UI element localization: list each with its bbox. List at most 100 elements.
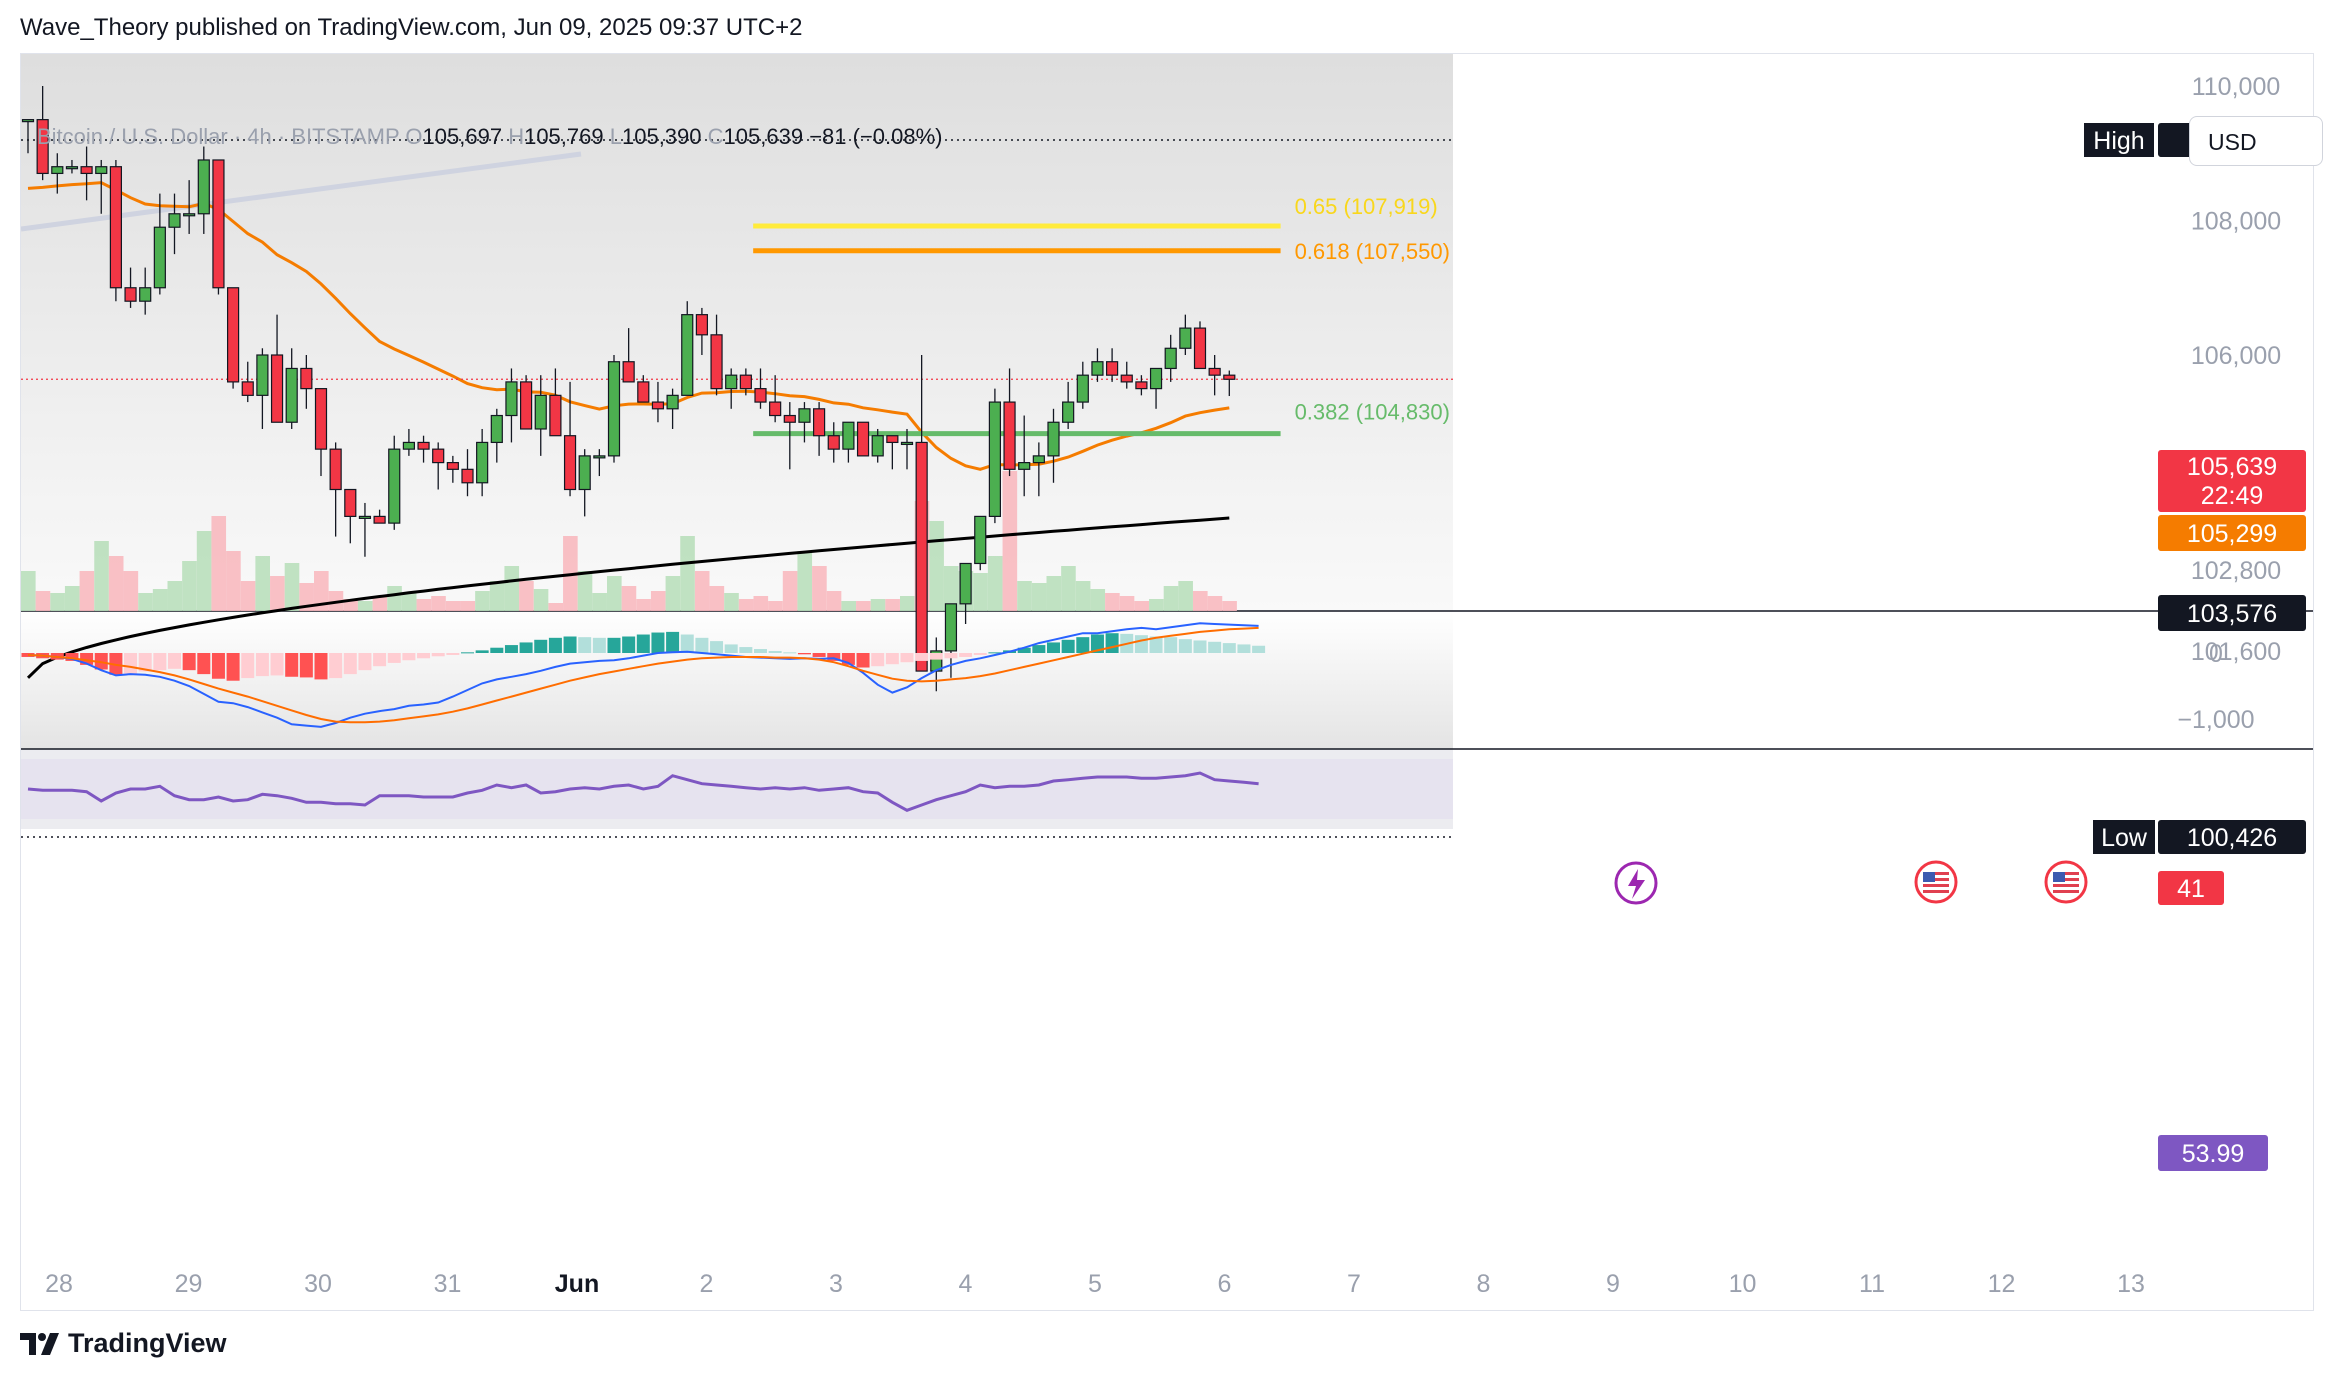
- candle: [1047, 408, 1060, 483]
- us-event-flag-icon-stripe: [1923, 884, 1949, 887]
- candle-body: [183, 213, 196, 217]
- volume-bar: [797, 551, 813, 611]
- candle: [739, 368, 752, 396]
- candle: [988, 388, 1002, 524]
- macd-histogram-bar: [343, 653, 357, 675]
- candle: [900, 428, 914, 470]
- candle: [725, 368, 738, 409]
- candle-body: [1047, 421, 1060, 457]
- footer-brand[interactable]: TradingView: [20, 1328, 227, 1359]
- candle: [827, 422, 840, 463]
- volume-bar: [738, 599, 754, 611]
- us-event-flag-icon-stripe: [2053, 878, 2079, 881]
- fib-label-1: 0.618 (107,550): [1295, 239, 1450, 264]
- candle-body: [1062, 401, 1075, 423]
- candle-body: [988, 401, 1002, 518]
- volume-bar: [1105, 593, 1120, 611]
- volume-bar: [79, 571, 95, 611]
- macd-histogram-bar: [622, 636, 636, 653]
- macd-histogram-bar: [1178, 639, 1192, 653]
- macd-histogram-bar: [1193, 640, 1207, 653]
- volume-bar: [314, 571, 329, 611]
- x-tick-label: 4: [959, 1270, 973, 1298]
- macd-line: [27, 622, 1259, 728]
- candle: [637, 375, 650, 403]
- us-event-flag-icon: [2044, 860, 2088, 904]
- candle: [1164, 334, 1177, 382]
- candle-body: [520, 381, 533, 430]
- y-tick-label: 108,000: [2191, 208, 2281, 236]
- macd-histogram-bar: [973, 653, 987, 655]
- x-tick-label: 13: [2117, 1270, 2145, 1298]
- volume-bar: [35, 591, 51, 611]
- x-tick-label: 12: [1988, 1270, 2016, 1298]
- volume-bar: [226, 551, 241, 611]
- macd-histogram-bar: [299, 653, 313, 678]
- low-value-tag-bg: [2158, 820, 2306, 854]
- chart-canvas[interactable]: 0.65 (107,919) 0.618 (107,550) 0.382 (104,…: [21, 54, 2313, 1310]
- candle-body: [1193, 327, 1207, 370]
- macd-histogram-bar: [783, 652, 797, 654]
- volume-bar: [929, 521, 944, 611]
- candle: [959, 562, 972, 624]
- candle: [593, 449, 606, 477]
- candle-body: [769, 401, 782, 417]
- candle: [95, 159, 108, 214]
- volume-bar: [211, 516, 227, 611]
- candle: [886, 435, 899, 470]
- macd-histogram-bar: [1076, 637, 1090, 653]
- low-tag-text: Low: [2101, 824, 2148, 852]
- candle: [578, 449, 591, 517]
- macd-histogram-bar: [417, 653, 431, 659]
- volume-bar: [255, 556, 270, 611]
- chart-frame[interactable]: 0.65 (107,919) 0.618 (107,550) 0.382 (104,…: [20, 53, 2323, 1311]
- candle: [241, 361, 254, 403]
- candle-body: [212, 159, 225, 289]
- candle-body: [153, 226, 166, 289]
- candle-body: [314, 388, 328, 450]
- volume-bar: [64, 586, 80, 611]
- candle-body: [124, 287, 137, 302]
- candle-body: [812, 408, 826, 437]
- macd-histogram-bar: [607, 637, 621, 653]
- volume-bar: [724, 593, 739, 611]
- last-price-value: 105,639: [2187, 453, 2277, 481]
- candle: [402, 428, 415, 456]
- volume-bar: [167, 581, 183, 611]
- x-tick-label: 30: [304, 1270, 332, 1298]
- candle: [80, 146, 93, 201]
- candle: [36, 86, 49, 181]
- currency-button[interactable]: USD: [2189, 116, 2323, 166]
- macd-histogram-bar: [519, 642, 533, 653]
- candle: [256, 348, 269, 429]
- volume-bar: [152, 589, 168, 611]
- volume-bar: [607, 576, 622, 611]
- candle: [1003, 368, 1016, 477]
- macd-panel-bg: [21, 611, 1453, 749]
- candle-body: [256, 354, 269, 396]
- candle-body: [1032, 455, 1045, 464]
- macd-histogram-bar: [680, 634, 694, 653]
- candle: [1120, 361, 1133, 389]
- candle-body: [388, 448, 401, 524]
- volume-bar: [1017, 581, 1032, 611]
- macd-histogram-bar: [1149, 636, 1163, 653]
- candle-body: [139, 287, 152, 302]
- candle-body: [270, 354, 284, 423]
- macd-histogram-bar: [1252, 645, 1266, 653]
- candle: [812, 402, 826, 456]
- macd-histogram-bar: [1208, 641, 1222, 653]
- volume-bar: [665, 576, 681, 611]
- macd-histogram-bar: [211, 653, 225, 679]
- macd-histogram-bar: [65, 653, 79, 661]
- candle: [944, 603, 958, 678]
- ema50-value-tag-text: 105,299: [2187, 520, 2277, 548]
- volume-bar: [504, 566, 520, 611]
- candle: [432, 442, 445, 490]
- low-value-tag-text: 100,426: [2187, 824, 2277, 852]
- candle-body: [373, 515, 386, 524]
- volume-value-tag-text: 41: [2177, 875, 2205, 903]
- macd-histogram-bar: [1105, 633, 1119, 653]
- volume-bar: [753, 596, 769, 611]
